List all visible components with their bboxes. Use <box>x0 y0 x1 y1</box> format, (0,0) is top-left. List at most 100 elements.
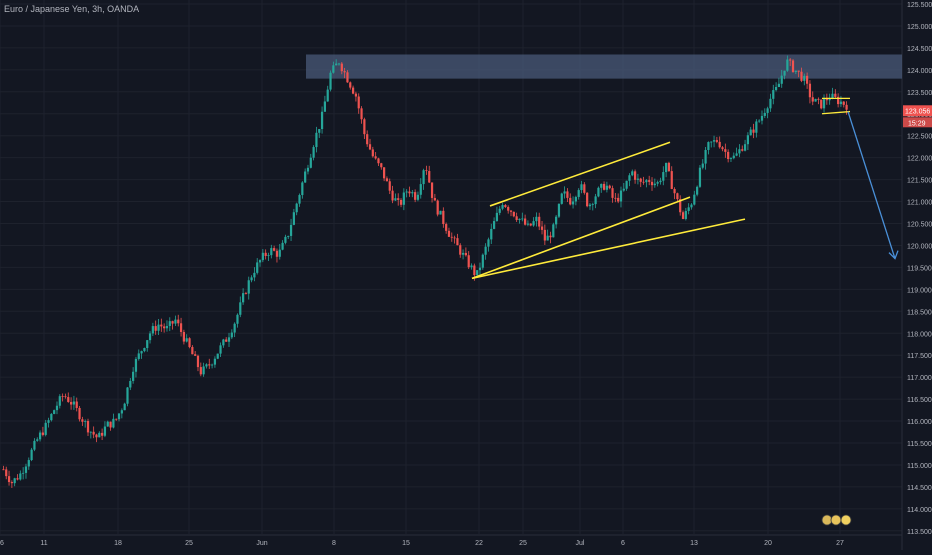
candle <box>242 293 245 303</box>
last-price-badge <box>903 105 932 117</box>
x-tick-label: 13 <box>690 540 698 547</box>
candle <box>535 216 538 222</box>
candle <box>557 203 561 217</box>
candle <box>656 182 659 184</box>
candle <box>312 147 315 158</box>
candle <box>383 167 386 179</box>
candle <box>287 235 290 237</box>
candle <box>560 193 563 204</box>
x-tick-label: 27 <box>836 540 844 547</box>
candle <box>820 99 823 109</box>
candle <box>78 407 81 420</box>
candle <box>727 151 730 160</box>
channel-upper-line[interactable] <box>489 141 671 207</box>
candle <box>817 98 820 100</box>
candle <box>707 142 710 150</box>
candle <box>385 178 389 182</box>
candle <box>487 239 490 247</box>
candle <box>253 272 256 278</box>
candle <box>529 223 532 226</box>
y-tick-label: 120.000 <box>907 243 932 250</box>
candle <box>822 99 826 109</box>
candle <box>368 144 372 150</box>
event-icon[interactable] <box>821 514 833 526</box>
candle <box>777 83 781 88</box>
candle <box>44 422 47 435</box>
projection-arrow-head[interactable] <box>888 250 899 260</box>
x-tick-label: 11 <box>40 540 47 547</box>
candle <box>309 157 312 168</box>
candle <box>261 252 264 261</box>
candle <box>391 190 394 201</box>
chart-title: Euro / Japanese Yen, 3h, OANDA <box>4 4 140 14</box>
candle <box>227 337 231 342</box>
y-tick-label: 116.500 <box>907 397 932 404</box>
candle <box>160 324 163 327</box>
candle <box>766 108 769 113</box>
support-trend-line[interactable] <box>471 218 746 280</box>
candle <box>696 186 699 195</box>
x-tick-label: 25 <box>519 540 527 547</box>
y-tick-label: 114.000 <box>907 507 932 514</box>
candle <box>179 323 183 333</box>
event-icon[interactable] <box>830 514 842 526</box>
projection-arrow-line[interactable] <box>847 111 896 259</box>
candle <box>388 181 391 191</box>
candle <box>95 434 98 438</box>
candle <box>580 184 583 191</box>
candle <box>36 439 39 441</box>
candle <box>684 210 687 219</box>
y-tick-label: 119.500 <box>907 265 932 272</box>
candle <box>202 366 205 375</box>
candle <box>732 155 735 159</box>
candle <box>758 120 761 122</box>
event-icon[interactable] <box>840 514 852 526</box>
candle <box>2 469 5 471</box>
last-price-label: 123.056 <box>905 108 930 115</box>
candle <box>549 235 552 238</box>
candle <box>363 119 366 135</box>
candle <box>834 93 837 97</box>
candle <box>563 191 566 194</box>
candle <box>7 476 11 483</box>
candle <box>50 413 53 421</box>
candle <box>258 260 262 263</box>
candle <box>710 141 713 143</box>
candle <box>16 478 19 480</box>
candle <box>524 218 527 225</box>
candle <box>574 196 577 202</box>
candle <box>673 188 676 194</box>
candle <box>577 190 580 197</box>
candle <box>377 158 380 164</box>
candle <box>157 324 160 331</box>
candle <box>715 140 718 142</box>
y-tick-label: 124.500 <box>907 46 932 53</box>
candle <box>839 101 843 105</box>
y-tick-label: 124.000 <box>907 68 932 75</box>
candle <box>608 185 611 189</box>
candle <box>481 254 484 268</box>
candle <box>126 387 129 404</box>
candle <box>399 199 403 205</box>
candle <box>174 319 177 324</box>
resistance-zone[interactable] <box>306 54 902 79</box>
candle <box>617 197 620 202</box>
candle <box>19 473 22 480</box>
candle <box>301 182 304 196</box>
candle <box>738 149 741 154</box>
candle <box>38 432 42 440</box>
candle <box>602 183 606 190</box>
candle <box>256 262 259 273</box>
candle <box>540 226 544 230</box>
candle <box>304 171 307 183</box>
candle <box>405 191 408 193</box>
candle <box>292 212 295 225</box>
candle <box>543 229 546 241</box>
flag-lower-line[interactable] <box>821 110 851 115</box>
candle <box>222 339 225 346</box>
candle <box>509 210 513 212</box>
channel-lower-line[interactable] <box>471 196 691 280</box>
candle <box>236 314 239 324</box>
